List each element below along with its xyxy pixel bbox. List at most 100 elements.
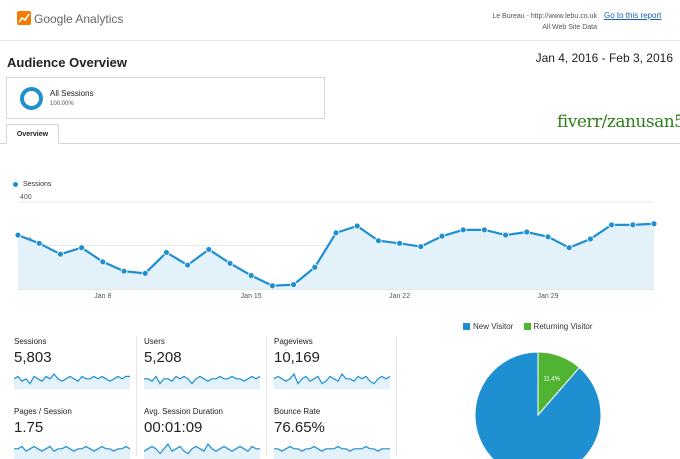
- sessions-point: [311, 263, 319, 271]
- metric-pageviews[interactable]: Pageviews 10,169: [274, 337, 398, 395]
- metrics-divider: [136, 336, 137, 456]
- date-range-picker[interactable]: Jan 4, 2016 - Feb 3, 2016: [535, 51, 673, 65]
- sparkline-line: [144, 442, 260, 455]
- sparkline-fill: [274, 374, 390, 389]
- segment-card[interactable]: All Sessions 100.00%: [6, 77, 325, 119]
- page-title: Audience Overview: [7, 55, 127, 70]
- metrics-divider: [396, 336, 397, 456]
- metrics-divider: [266, 336, 267, 456]
- legend-new-visitor-swatch: [463, 323, 470, 330]
- account-property: Le Bureau - http://www.lebu.co.uk: [492, 13, 597, 20]
- sessions-point: [374, 237, 382, 245]
- sessions-point: [57, 250, 64, 258]
- metric-sparkline: [274, 445, 390, 459]
- metric-value: 5,208: [144, 349, 182, 366]
- metric-sparkline: [14, 445, 130, 459]
- legend-returning-visitor-swatch: [523, 323, 531, 330]
- watermark-text: fiverr/zanusan559: [557, 112, 680, 132]
- sessions-point: [396, 239, 404, 247]
- pie-legend: New Visitor Returning Visitor: [463, 322, 593, 331]
- metric-value: 1.75: [14, 419, 44, 436]
- metric-users[interactable]: Users 5,208: [144, 337, 268, 395]
- metric-label: Avg. Session Duration: [144, 407, 224, 416]
- metric-sparkline: [144, 442, 260, 459]
- brand-name: Google Analytics: [34, 12, 124, 26]
- metric-sparkline: [14, 373, 130, 389]
- metric-value: 00:01:09: [144, 419, 203, 436]
- sessions-point: [629, 221, 637, 229]
- legend-new-visitor-label: New Visitor: [473, 322, 514, 331]
- sparkline-line: [274, 372, 390, 385]
- sparkline-fill: [14, 446, 130, 459]
- sessions-area-fill: [18, 223, 654, 289]
- sessions-point: [650, 220, 658, 228]
- x-tick-label: Jan 15: [241, 293, 262, 300]
- analytics-logo-icon: [17, 11, 31, 25]
- sessions-point: [353, 222, 361, 230]
- pie-slice-returning-visitor: [537, 351, 581, 417]
- metric-label: Pages / Session: [14, 407, 72, 416]
- tab-overview[interactable]: Overview: [6, 124, 59, 144]
- sessions-point: [544, 233, 552, 241]
- metric-bounce-rate[interactable]: Bounce Rate 76.65%: [274, 407, 398, 459]
- sessions-point: [120, 267, 128, 275]
- sessions-point: [162, 249, 170, 256]
- account-view: All Web Site Data: [542, 24, 597, 31]
- sessions-point: [417, 243, 425, 250]
- pie-label-returning-visitor: 11.4%: [543, 376, 560, 382]
- metric-avg-session-duration[interactable]: Avg. Session Duration 00:01:09: [144, 407, 268, 459]
- sessions-point: [290, 281, 298, 289]
- sessions-point: [332, 229, 340, 237]
- sessions-point: [523, 228, 531, 236]
- sessions-point: [502, 231, 510, 239]
- sparkline-line: [274, 445, 390, 452]
- sparkline-fill: [144, 444, 260, 459]
- tabs-divider: [0, 143, 680, 144]
- sessions-point: [608, 221, 615, 229]
- x-tick-label: Jan 8: [94, 293, 111, 300]
- sessions-point: [480, 226, 488, 234]
- sparkline-line: [14, 373, 130, 385]
- chart-legend: Sessions: [13, 181, 51, 188]
- legend-sessions-label: Sessions: [23, 181, 52, 188]
- sessions-point: [247, 272, 255, 279]
- segment-percent: 100.00%: [50, 101, 74, 107]
- sessions-point: [459, 226, 467, 234]
- legend-returning-visitor-label: Returning Visitor: [533, 322, 593, 331]
- sessions-point: [438, 232, 446, 240]
- y-tick-label: 400: [20, 194, 32, 201]
- segment-name: All Sessions: [50, 89, 94, 98]
- metric-label: Bounce Rate: [274, 407, 321, 416]
- metric-sparkline: [274, 372, 390, 389]
- sessions-point: [141, 269, 149, 277]
- sparkline-line: [14, 445, 130, 452]
- metric-label: Users: [144, 337, 165, 346]
- sessions-point: [565, 244, 573, 252]
- sessions-point: [268, 282, 276, 290]
- metric-label: Sessions: [14, 337, 47, 346]
- metric-sparkline: [144, 375, 260, 389]
- metric-sessions[interactable]: Sessions 5,803: [14, 337, 138, 395]
- sessions-point: [78, 244, 85, 252]
- sessions-point: [99, 258, 107, 266]
- sessions-point: [14, 231, 22, 239]
- sessions-point: [205, 246, 213, 253]
- go-to-report-link[interactable]: Go to this report: [604, 11, 662, 20]
- x-tick-label: Jan 22: [389, 293, 410, 300]
- x-tick-label: Jan 29: [537, 293, 558, 300]
- legend-sessions-dot: [13, 181, 18, 187]
- sparkline-fill: [274, 446, 390, 459]
- metric-value: 76.65%: [274, 419, 325, 436]
- metric-pages-per-session[interactable]: Pages / Session 1.75: [14, 407, 138, 459]
- sparkline-fill: [14, 374, 130, 389]
- metric-value: 10,169: [274, 349, 320, 366]
- sessions-point: [587, 235, 594, 243]
- top-bar: Google Analytics Le Bureau - http://www.…: [0, 0, 680, 41]
- account-info: Le Bureau - http://www.lebu.co.uk All We…: [430, 11, 597, 33]
- metric-label: Pageviews: [274, 337, 313, 346]
- sessions-point: [226, 259, 234, 267]
- sessions-point: [184, 261, 192, 269]
- sparkline-fill: [144, 376, 260, 389]
- sessions-point: [35, 239, 43, 247]
- sparkline-line: [144, 375, 260, 385]
